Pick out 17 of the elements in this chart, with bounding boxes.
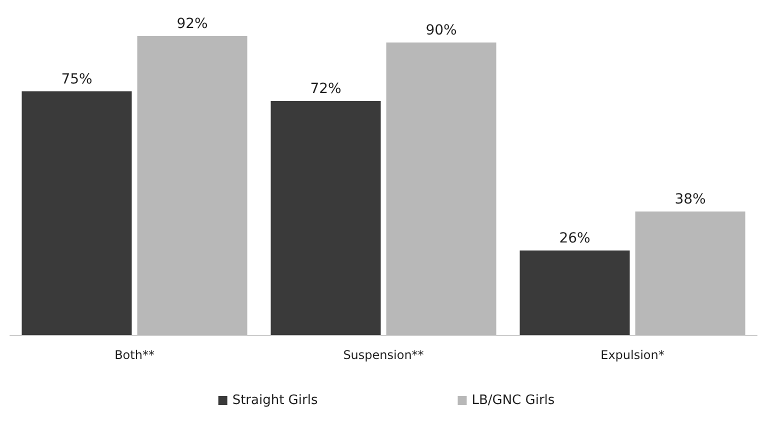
data-label: 92% <box>176 16 208 32</box>
bar <box>635 212 746 335</box>
data-label: 90% <box>426 22 457 38</box>
legend-label: Straight Girls <box>232 393 318 408</box>
legend-label: LB/GNC Girls <box>472 393 555 408</box>
data-label: 75% <box>61 71 92 88</box>
bar <box>386 42 496 335</box>
bar <box>22 91 132 335</box>
x-tick-label: Suspension** <box>343 348 424 362</box>
x-tick-label: Both** <box>114 348 154 362</box>
data-label: 38% <box>674 192 706 208</box>
bar <box>270 101 381 335</box>
bar <box>520 250 630 335</box>
data-label: 72% <box>310 81 342 97</box>
x-tick-label: Expulsion* <box>600 348 664 362</box>
bar <box>137 36 248 335</box>
data-label: 26% <box>559 230 590 246</box>
